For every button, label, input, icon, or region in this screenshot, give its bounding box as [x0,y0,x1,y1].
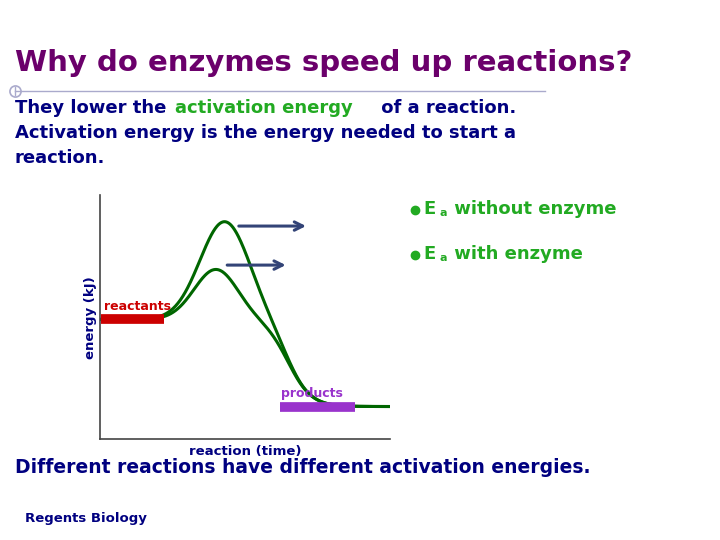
Text: with enzyme: with enzyme [448,245,583,262]
Text: Activation energy is the energy needed to start a: Activation energy is the energy needed t… [15,124,516,143]
X-axis label: reaction (time): reaction (time) [189,445,301,458]
Text: activation energy: activation energy [175,99,353,117]
Text: They lower the: They lower the [15,99,173,117]
Text: products: products [282,387,343,400]
Text: Regents Biology: Regents Biology [25,512,147,525]
Text: Different reactions have different activation energies.: Different reactions have different activ… [15,458,590,477]
Text: a: a [440,253,448,262]
Text: a: a [440,207,448,218]
Text: Why do enzymes speed up reactions?: Why do enzymes speed up reactions? [15,49,632,77]
Text: E: E [423,245,436,262]
Text: without enzyme: without enzyme [448,199,616,218]
Y-axis label: energy (kJ): energy (kJ) [84,276,97,359]
Text: of a reaction.: of a reaction. [375,99,516,117]
Text: E: E [423,199,436,218]
Text: reactants: reactants [104,300,171,313]
Text: reaction.: reaction. [15,150,105,167]
